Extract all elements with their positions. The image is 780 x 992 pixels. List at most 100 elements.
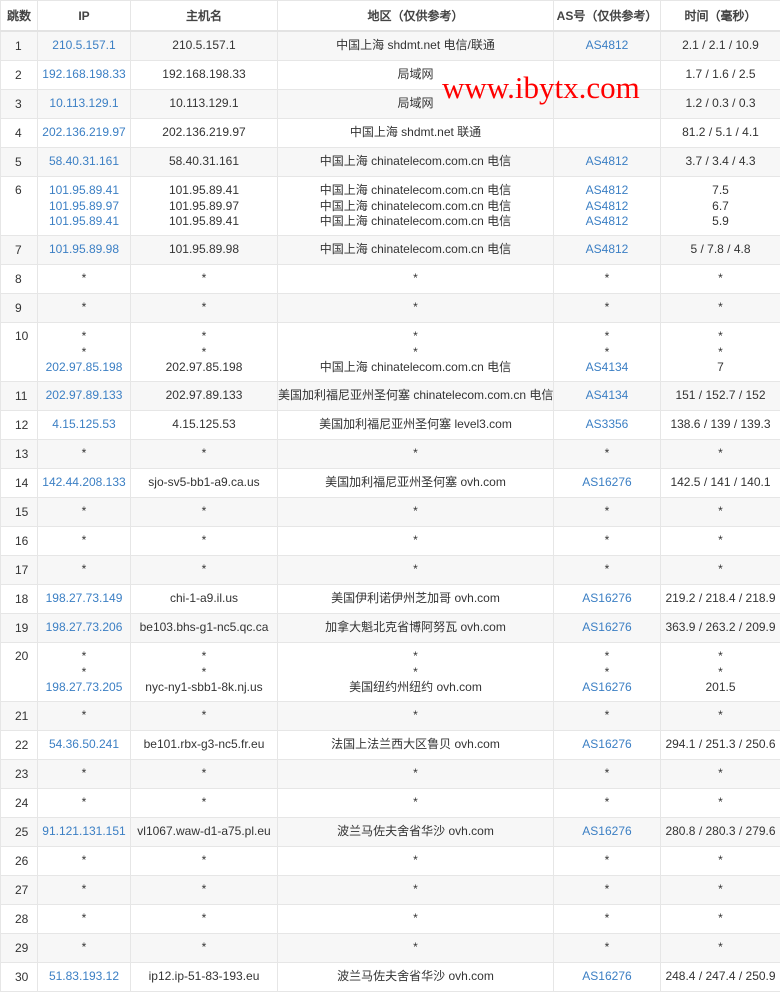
ip-link[interactable]: 101.95.89.41 — [38, 183, 130, 199]
location-cell: 美国加利福尼亚州圣何塞 level3.com — [278, 411, 554, 440]
ip-link[interactable]: 58.40.31.161 — [38, 154, 130, 170]
time-text: 138.6 / 139 / 139.3 — [661, 417, 780, 433]
location-text: 波兰马佐夫舍省华沙 ovh.com — [278, 824, 553, 840]
location-text: * — [278, 562, 553, 578]
hostname-text: 58.40.31.161 — [131, 154, 277, 170]
time-text: 2.1 / 2.1 / 10.9 — [661, 38, 780, 54]
ip-cell: 210.5.157.1 — [38, 31, 131, 61]
table-row: 23***** — [1, 760, 780, 789]
ip-link[interactable]: 91.121.131.151 — [38, 824, 130, 840]
location-cell: 波兰马佐夫舍省华沙 ovh.com — [278, 963, 554, 992]
hostname-cell: * — [131, 527, 278, 556]
as-link[interactable]: AS4812 — [554, 199, 660, 215]
as-link[interactable]: AS16276 — [554, 824, 660, 840]
location-cell: 中国上海 shdmt.net 电信/联通 — [278, 31, 554, 61]
location-text: * — [278, 853, 553, 869]
ip-link[interactable]: 142.44.208.133 — [38, 475, 130, 491]
as-link[interactable]: AS16276 — [554, 620, 660, 636]
time-text: * — [661, 882, 780, 898]
ip-link[interactable]: 101.95.89.41 — [38, 214, 130, 230]
hostname-cell: 58.40.31.161 — [131, 148, 278, 177]
ip-link[interactable]: 51.83.193.12 — [38, 969, 130, 985]
hop-cell: 22 — [1, 731, 38, 760]
ip-cell: * — [38, 440, 131, 469]
hostname-cell: chi-1-a9.il.us — [131, 585, 278, 614]
location-text: 中国上海 chinatelecom.com.cn 电信 — [278, 154, 553, 170]
location-text: * — [278, 940, 553, 956]
as-link[interactable]: AS4812 — [554, 242, 660, 258]
as-link[interactable]: AS16276 — [554, 475, 660, 491]
hop-cell: 3 — [1, 90, 38, 119]
as-link[interactable]: AS16276 — [554, 680, 660, 696]
as-link[interactable]: AS4134 — [554, 360, 660, 376]
hostname-text: * — [131, 271, 277, 287]
time-text: 248.4 / 247.4 / 250.9 — [661, 969, 780, 985]
as-link[interactable]: AS16276 — [554, 737, 660, 753]
table-row: 16***** — [1, 527, 780, 556]
hop-cell: 18 — [1, 585, 38, 614]
hostname-text: * — [131, 882, 277, 898]
ip-link[interactable]: 210.5.157.1 — [38, 38, 130, 54]
ip-link[interactable]: 202.97.89.133 — [38, 388, 130, 404]
table-row: 26***** — [1, 847, 780, 876]
location-text: * — [278, 708, 553, 724]
hostname-text: * — [131, 708, 277, 724]
hostname-text: * — [131, 504, 277, 520]
ip-link[interactable]: 198.27.73.206 — [38, 620, 130, 636]
as-cell: AS4812 — [554, 31, 661, 61]
time-text: 1.7 / 1.6 / 2.5 — [661, 67, 780, 83]
ip-cell: 58.40.31.161 — [38, 148, 131, 177]
location-cell: * — [278, 294, 554, 323]
as-cell: * — [554, 556, 661, 585]
ip-link[interactable]: 101.95.89.97 — [38, 199, 130, 215]
time-cell: 5 / 7.8 / 4.8 — [661, 236, 780, 265]
location-cell: 中国上海 chinatelecom.com.cn 电信中国上海 chinatel… — [278, 177, 554, 236]
hostname-cell: vl1067.waw-d1-a75.pl.eu — [131, 818, 278, 847]
as-link[interactable]: AS16276 — [554, 591, 660, 607]
as-cell — [554, 90, 661, 119]
ip-link[interactable]: 54.36.50.241 — [38, 737, 130, 753]
location-cell: **美国纽约州纽约 ovh.com — [278, 643, 554, 702]
ip-link[interactable]: 4.15.125.53 — [38, 417, 130, 433]
hostname-text: nyc-ny1-sbb1-8k.nj.us — [131, 680, 277, 696]
header-hostname: 主机名 — [131, 1, 278, 32]
hostname-cell: 192.168.198.33 — [131, 61, 278, 90]
as-cell: * — [554, 789, 661, 818]
location-cell: 法国上法兰西大区鲁贝 ovh.com — [278, 731, 554, 760]
as-link[interactable]: AS4134 — [554, 388, 660, 404]
as-link[interactable]: AS4812 — [554, 214, 660, 230]
ip-link[interactable]: 10.113.129.1 — [38, 96, 130, 112]
hostname-text: vl1067.waw-d1-a75.pl.eu — [131, 824, 277, 840]
ip-link[interactable]: 202.97.85.198 — [38, 360, 130, 376]
hostname-cell: * — [131, 440, 278, 469]
ip-link[interactable]: 192.168.198.33 — [38, 67, 130, 83]
ip-text: * — [38, 766, 130, 782]
ip-link[interactable]: 198.27.73.205 — [38, 680, 130, 696]
location-text: 加拿大魁北克省博阿努瓦 ovh.com — [278, 620, 553, 636]
as-link[interactable]: AS4812 — [554, 183, 660, 199]
as-link[interactable]: AS4812 — [554, 38, 660, 54]
ip-link[interactable]: 198.27.73.149 — [38, 591, 130, 607]
ip-cell: * — [38, 847, 131, 876]
hostname-text: * — [131, 665, 277, 681]
hop-cell: 7 — [1, 236, 38, 265]
hostname-text: 202.97.89.133 — [131, 388, 277, 404]
as-link[interactable]: AS3356 — [554, 417, 660, 433]
time-cell: 142.5 / 141 / 140.1 — [661, 469, 780, 498]
ip-link[interactable]: 202.136.219.97 — [38, 125, 130, 141]
ip-link[interactable]: 101.95.89.98 — [38, 242, 130, 258]
hostname-cell: * — [131, 847, 278, 876]
hostname-text: be103.bhs-g1-nc5.qc.ca — [131, 620, 277, 636]
as-text: * — [554, 708, 660, 724]
as-link[interactable]: AS4812 — [554, 154, 660, 170]
as-cell: AS16276 — [554, 585, 661, 614]
time-text: * — [661, 795, 780, 811]
ip-cell: * — [38, 789, 131, 818]
ip-cell: 91.121.131.151 — [38, 818, 131, 847]
ip-cell: 198.27.73.206 — [38, 614, 131, 643]
header-as: AS号（仅供参考） — [554, 1, 661, 32]
ip-text: * — [38, 708, 130, 724]
as-link[interactable]: AS16276 — [554, 969, 660, 985]
hop-cell: 4 — [1, 119, 38, 148]
